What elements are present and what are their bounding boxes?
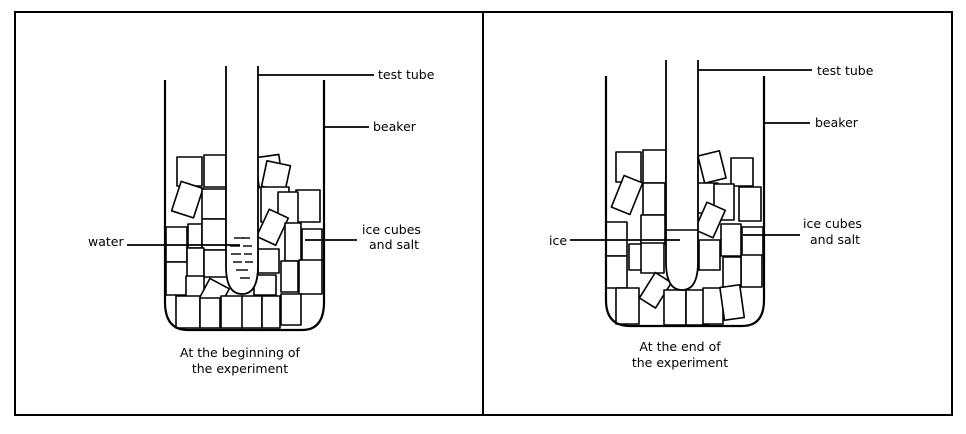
caption-right-line1: At the end of xyxy=(639,339,721,354)
test-tube-right xyxy=(665,60,699,291)
caption-right-line2: the experiment xyxy=(632,355,728,370)
water-in-tube xyxy=(230,237,253,279)
panel-frame-right xyxy=(482,11,953,416)
caption-left-line2: the experiment xyxy=(192,361,288,376)
ice-cubes-left xyxy=(165,153,323,329)
label-beaker-right: beaker xyxy=(815,115,859,130)
caption-left-line1: At the beginning of xyxy=(180,345,301,360)
label-beaker-left: beaker xyxy=(373,119,417,134)
label-ice-cubes-left-1: ice cubes xyxy=(362,222,421,237)
ice-cubes-right xyxy=(605,149,764,326)
label-ice-cubes-right-1: ice cubes xyxy=(803,216,862,231)
label-ice: ice xyxy=(549,233,567,248)
beaker-left xyxy=(163,80,326,332)
label-water: water xyxy=(88,234,124,249)
label-test-tube-right: test tube xyxy=(817,63,874,78)
test-tube-left xyxy=(225,66,259,295)
panel-end: test tube beaker ice cubes and salt ice … xyxy=(549,60,874,370)
panel-beginning: test tube beaker ice cubes and salt wate… xyxy=(88,66,435,376)
label-ice-cubes-right-2: and salt xyxy=(810,232,860,247)
label-test-tube-left: test tube xyxy=(378,67,435,82)
beaker-right xyxy=(604,76,766,328)
label-ice-cubes-left-2: and salt xyxy=(369,237,419,252)
